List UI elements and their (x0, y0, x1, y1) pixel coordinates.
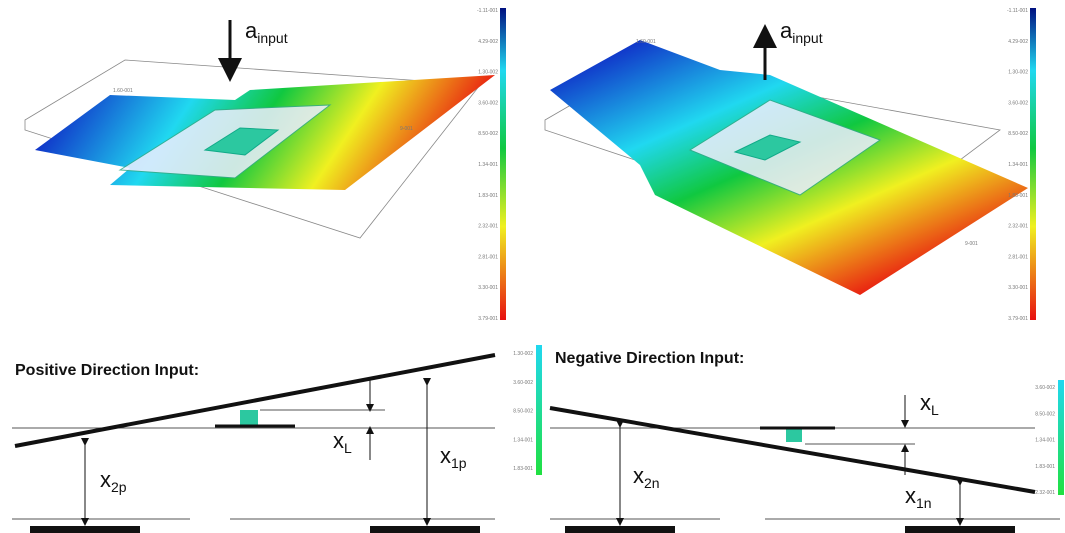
xl-label: xL (920, 390, 939, 418)
colorbar-label: 3.60-002 (1035, 385, 1055, 391)
colorbar-label: 1.34-001 (513, 437, 533, 443)
colorbar-label: 3.30-001 (478, 285, 498, 291)
colorbar-label: 4.29-002 (478, 39, 498, 45)
xl-sub: L (931, 402, 939, 418)
x2-sub: 2p (111, 479, 127, 495)
electrode (30, 526, 140, 533)
force-label: ainput (245, 18, 288, 46)
xl-main: x (333, 428, 344, 453)
colorbar (1058, 380, 1064, 495)
top-left-panel: ainput 1.60-001 9-001 (25, 8, 506, 320)
colorbar-label: 3.79-001 (478, 316, 498, 322)
colorbar-label: 4.29-002 (1008, 39, 1028, 45)
colorbar-label: 1.34-001 (1008, 162, 1028, 168)
colorbar (500, 8, 506, 320)
x1-main: x (905, 483, 916, 508)
colorbar-label: 2.32-001 (1035, 490, 1055, 496)
colorbar-label: 8.50-002 (478, 131, 498, 137)
colorbar-label: 8.50-002 (1008, 131, 1028, 137)
panel-title: Negative Direction Input: (555, 350, 744, 367)
colorbar-label: 1.83-001 (513, 466, 533, 472)
colorbar-label: 2.81-001 (1008, 254, 1028, 260)
x1-main: x (440, 443, 451, 468)
x2-sub: 2n (644, 475, 660, 491)
x2-label: x2n (633, 463, 660, 491)
colorbar-label: 1.34-001 (478, 162, 498, 168)
electrode (905, 526, 1015, 533)
force-label-sub: input (792, 30, 822, 46)
colorbar-label: 8.50-002 (1035, 411, 1055, 417)
x2-main: x (633, 463, 644, 488)
colorbar-label: 3.79-001 (1008, 316, 1028, 322)
colorbar-label: 1.83-001 (1008, 193, 1028, 199)
force-label-sub: input (257, 30, 287, 46)
x1-label: x1n (905, 483, 932, 511)
edge-label: 9-001 (965, 241, 978, 247)
colorbar (1030, 8, 1036, 320)
x1-sub: 1n (916, 495, 932, 511)
x1-sub: 1p (451, 455, 467, 471)
colorbar-label: 1.30-002 (1008, 70, 1028, 76)
colorbar-label: 2.32-001 (478, 224, 498, 230)
edge-label: 9-001 (400, 126, 413, 132)
x2-main: x (100, 467, 111, 492)
colorbar-label: -1.11-001 (1007, 8, 1028, 14)
colorbar-label: 1.34-001 (1035, 438, 1055, 444)
colorbar-label: 3.60-002 (513, 380, 533, 386)
lever (550, 408, 1035, 492)
colorbar-label: 3.30-001 (1008, 285, 1028, 291)
colorbar-label: 1.83-001 (478, 193, 498, 199)
x2-label: x2p (100, 467, 127, 495)
colorbar-label: 1.83-001 (1035, 464, 1055, 470)
electrode (370, 526, 480, 533)
force-label-main: a (780, 18, 793, 43)
panel-title: Positive Direction Input: (15, 362, 199, 379)
colorbar-label: 3.60-002 (478, 100, 498, 106)
xl-label: xL (333, 428, 352, 456)
top-right-panel: ainput 1.60-001 9-001 (545, 8, 1036, 320)
colorbar-label: 8.50-002 (513, 409, 533, 415)
force-label-main: a (245, 18, 258, 43)
force-label: ainput (780, 18, 823, 46)
min-label: 1.60-001 (636, 39, 656, 45)
xl-sub: L (344, 440, 352, 456)
colorbar-label: 1.30-002 (478, 70, 498, 76)
colorbar (536, 345, 542, 475)
electrode (565, 526, 675, 533)
proof-mass (786, 428, 802, 442)
colorbar-label: 2.32-001 (1008, 224, 1028, 230)
colorbar-label: 3.60-002 (1008, 100, 1028, 106)
xl-main: x (920, 390, 931, 415)
colorbar-label: 2.81-001 (478, 254, 498, 260)
bottom-right-panel: Negative Direction Input: xL x2n x1n (550, 350, 1064, 533)
x1-label: x1p (440, 443, 467, 471)
min-label: 1.60-001 (113, 88, 133, 94)
figure: ainput 1.60-001 9-001 ainput 1.60-001 9-… (0, 0, 1065, 533)
proof-mass (240, 410, 258, 426)
colorbar-label: 1.30-002 (513, 351, 533, 357)
colorbar-label: -1.11-001 (477, 8, 498, 14)
bottom-left-panel: Positive Direction Input: xL x2p x1p (12, 345, 542, 533)
